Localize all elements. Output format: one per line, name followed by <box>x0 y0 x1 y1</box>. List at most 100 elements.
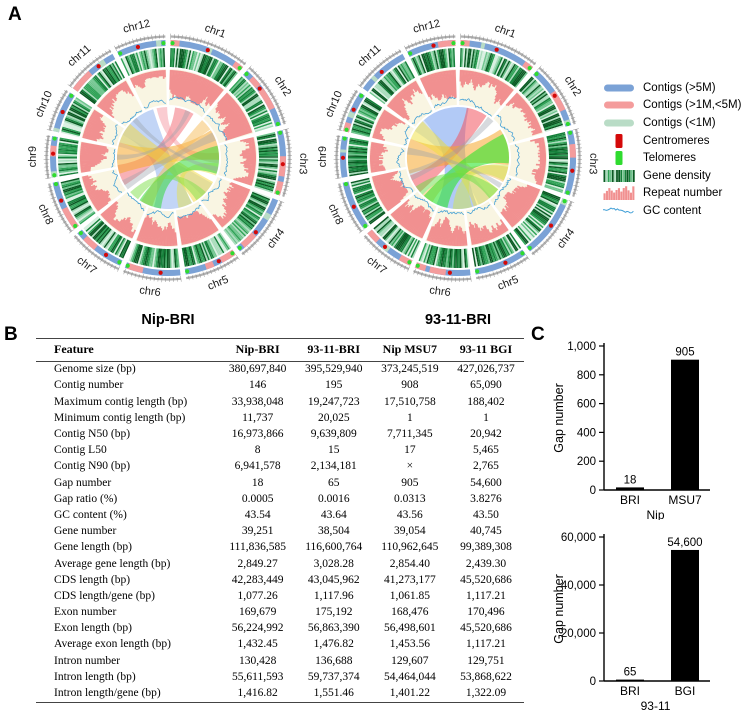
gene-density-bar <box>78 210 95 224</box>
repeat-number-bar <box>204 216 217 233</box>
repeat-number-bar <box>106 94 115 104</box>
gene-density-bar <box>173 48 177 68</box>
gene-density-bar <box>432 246 439 266</box>
repeat-number-bar <box>110 219 116 226</box>
scale-tick <box>216 266 220 272</box>
gene-density-bar <box>492 241 502 260</box>
gene-density-bar <box>212 62 224 80</box>
gene-density-bar <box>158 48 162 68</box>
scale-tick <box>278 113 285 116</box>
repeat-number-bar <box>531 172 545 177</box>
feature-value-cell: 65 <box>328 476 340 489</box>
feature-value-cell: 373,245,519 <box>381 363 439 376</box>
repeat-number-bar <box>174 232 178 246</box>
scale-ring <box>538 66 576 125</box>
x-category-label: BRI <box>620 684 640 698</box>
repeat-number-bar <box>97 103 113 116</box>
repeat-number-bar <box>505 208 520 223</box>
chromosome-label: chr2 <box>272 74 294 99</box>
repeat-number-bar <box>80 143 108 150</box>
gene-density-bar <box>143 50 150 70</box>
chromosome-label: chr7 <box>364 254 388 276</box>
scale-tick <box>219 264 223 270</box>
gene-density-bar <box>92 77 107 93</box>
scale-tick <box>243 61 247 66</box>
scale-tick <box>340 118 345 120</box>
gene-density-bar <box>535 100 553 112</box>
gene-density-bar <box>257 136 277 142</box>
repeat-number-bar <box>539 166 546 170</box>
legend-label: Repeat number <box>643 187 723 200</box>
repeat-number-bar <box>84 184 92 189</box>
scale-tick <box>234 54 237 59</box>
repeat-number-bar <box>446 70 452 99</box>
scale-tick <box>575 136 581 138</box>
repeat-number-bar <box>82 134 97 141</box>
gene-density-bar <box>532 208 550 221</box>
repeat-number-bar <box>239 153 256 157</box>
repeat-number-bar <box>151 71 155 78</box>
scale-tick <box>439 276 441 281</box>
centromere-marker <box>503 260 508 265</box>
scale-tick <box>404 45 407 52</box>
scale-tick <box>59 96 64 100</box>
feature-name-cell: Contig number <box>54 379 124 392</box>
scale-tick <box>142 274 144 280</box>
repeat-number-bar <box>414 80 423 95</box>
repeat-number-bar <box>408 208 426 232</box>
scale-tick <box>411 42 414 48</box>
repeat-number-bar <box>87 189 99 196</box>
repeat-number-bar <box>175 70 181 97</box>
scale-tick <box>507 45 510 50</box>
rect <box>604 84 634 92</box>
repeat-number-bar <box>91 190 110 203</box>
repeat-number-bar <box>394 95 406 107</box>
scale-tick <box>387 256 390 260</box>
gene-density-bar <box>421 243 430 263</box>
repeat-number-bar <box>171 70 175 95</box>
feature-value-cell: 395,529,940 <box>305 363 363 376</box>
gene-density-bar <box>58 142 78 147</box>
repeat-number-bar <box>398 92 407 101</box>
gene-density-bar <box>466 48 471 68</box>
scale-tick <box>574 132 580 134</box>
repeat-number-bar <box>370 143 384 148</box>
chromosome-label: chr8 <box>326 202 346 226</box>
gene-density-bar <box>453 248 456 268</box>
repeat-number-bar <box>88 188 103 197</box>
centromere-marker <box>205 48 210 53</box>
gene-density-bar <box>547 173 567 179</box>
feature-name-cell: CDS length/gene (bp) <box>54 589 155 602</box>
contig-small-segment <box>155 40 162 47</box>
repeat-number-bar <box>453 70 457 98</box>
gene-density-bar <box>360 200 379 211</box>
feature-value-cell: 2,854.40 <box>389 557 430 570</box>
x-category-label: MSU7 <box>668 493 702 507</box>
gene-density-bar <box>136 245 144 264</box>
repeat-number-bar <box>209 218 219 231</box>
scale-tick <box>565 211 570 214</box>
gene-density-bar <box>89 79 105 94</box>
repeat-number-bar <box>182 72 192 101</box>
gene-density-bar <box>512 70 526 87</box>
gene-density-bar <box>524 219 540 234</box>
repeat-number-bar <box>241 152 256 155</box>
gene-density-bar <box>387 72 401 89</box>
repeat-number-bar <box>80 163 98 167</box>
gene-density-bar <box>539 196 558 207</box>
repeat-number-bar <box>489 232 494 239</box>
gene-density-bar <box>348 142 368 147</box>
gene-density-bar <box>403 236 414 255</box>
repeat-number-bar <box>90 190 109 202</box>
gene-density-bar <box>172 248 175 268</box>
gene-density-bar <box>400 235 412 253</box>
gene-density-bar <box>62 183 81 190</box>
repeat-number-bar <box>151 221 158 245</box>
repeat-number-bar <box>124 80 135 97</box>
gene-density-bar <box>466 248 470 268</box>
gene-density-bar <box>254 123 273 131</box>
gene-density-bar <box>433 50 440 70</box>
gene-density-bar <box>353 123 372 131</box>
repeat-number-bar <box>193 211 207 238</box>
scale-tick <box>284 132 290 134</box>
